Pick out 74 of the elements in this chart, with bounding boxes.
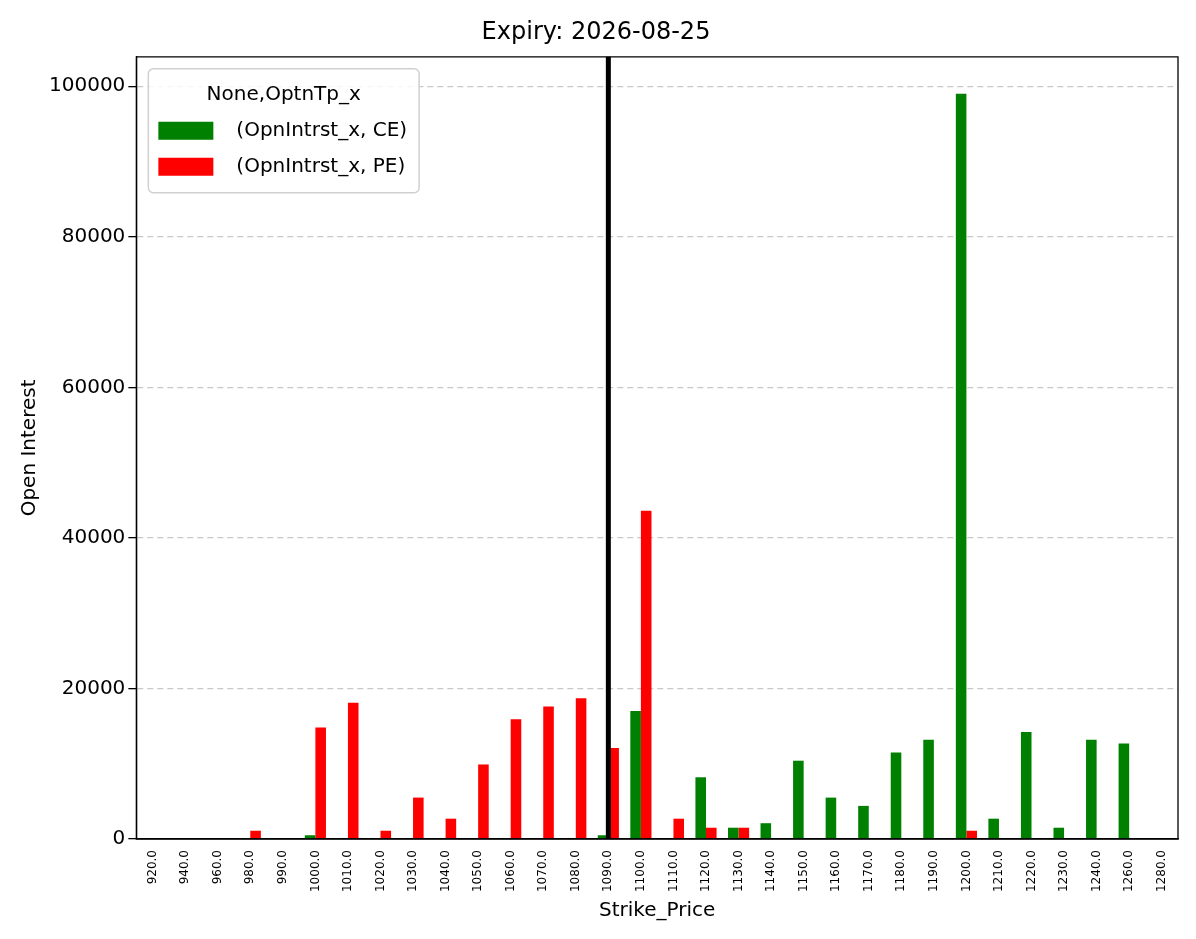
bar — [966, 830, 977, 839]
bar — [793, 760, 804, 839]
bar — [315, 727, 326, 839]
x-tick-label: 1060.0 — [502, 850, 517, 893]
legend-label: (OpnIntrst_x, CE) — [236, 117, 408, 141]
bar — [1086, 739, 1097, 839]
y-tick-label: 20000 — [61, 674, 126, 699]
bar — [695, 777, 706, 839]
x-tick-label: 1030.0 — [405, 850, 420, 893]
x-tick-label: 1110.0 — [665, 850, 680, 893]
bar — [1053, 827, 1065, 839]
bar — [727, 827, 739, 839]
x-tick-label: 980.0 — [242, 850, 257, 885]
x-tick-label: 1190.0 — [925, 850, 940, 893]
x-tick-label: 1090.0 — [600, 850, 615, 893]
bar — [304, 835, 316, 839]
legend-label: (OpnIntrst_x, PE) — [236, 153, 406, 177]
x-tick-label: 960.0 — [209, 850, 224, 885]
bar — [1020, 732, 1032, 839]
x-tick-label: 1180.0 — [893, 850, 908, 893]
bar — [673, 818, 685, 839]
y-tick-label: 60000 — [61, 373, 126, 398]
x-tick-label: 1220.0 — [1023, 850, 1038, 893]
bar — [760, 823, 772, 839]
bar — [706, 827, 717, 839]
bar — [825, 797, 837, 839]
x-tick-label: 1260.0 — [1121, 850, 1136, 893]
x-tick-label: 1150.0 — [795, 850, 810, 893]
bar — [988, 818, 999, 839]
bar — [445, 818, 457, 839]
bar — [478, 764, 489, 839]
x-tick-label: 1240.0 — [1088, 850, 1103, 893]
y-tick-label: 0 — [112, 825, 126, 850]
bar — [630, 711, 641, 839]
x-tick-label: 1210.0 — [991, 850, 1006, 893]
bar — [575, 698, 587, 839]
x-tick-label: 1050.0 — [470, 850, 485, 893]
x-tick-label: 1160.0 — [828, 850, 843, 893]
x-axis-title: Strike_Price — [599, 897, 716, 922]
x-tick-label: 990.0 — [274, 850, 289, 885]
bar — [955, 93, 967, 839]
bar — [640, 510, 652, 839]
y-tick-label: 40000 — [61, 524, 126, 549]
bar — [923, 739, 934, 839]
x-tick-label: 1200.0 — [958, 850, 973, 893]
x-tick-label: 1020.0 — [372, 850, 387, 893]
x-tick-label: 1080.0 — [567, 850, 582, 893]
x-tick-label: 920.0 — [144, 850, 159, 885]
x-tick-label: 1040.0 — [437, 850, 452, 893]
x-tick-label: 1120.0 — [698, 850, 713, 893]
x-tick-label: 1140.0 — [763, 850, 778, 893]
y-tick-label: 100000 — [48, 72, 126, 97]
bar — [858, 805, 869, 839]
x-tick-label: 1100.0 — [633, 850, 648, 893]
x-tick-label: 1010.0 — [340, 850, 355, 893]
bar — [543, 706, 554, 839]
legend-title: None,OptnTp_x — [206, 81, 362, 105]
x-tick-label: 1070.0 — [535, 850, 550, 893]
x-tick-label: 1170.0 — [860, 850, 875, 893]
y-tick-label: 80000 — [61, 222, 126, 247]
chart-title: Expiry: 2026-08-25 — [481, 16, 711, 45]
bar — [1118, 743, 1130, 839]
x-tick-label: 940.0 — [177, 850, 192, 885]
y-axis-title: Open Interest — [16, 379, 41, 517]
bar — [250, 830, 261, 839]
x-tick-label: 1000.0 — [307, 850, 322, 893]
x-tick-label: 1280.0 — [1153, 850, 1168, 893]
bar — [347, 702, 359, 839]
x-tick-label: 1230.0 — [1056, 850, 1071, 893]
bar — [510, 719, 522, 839]
bar — [380, 830, 392, 839]
x-tick-label: 1130.0 — [730, 850, 745, 893]
bar — [413, 797, 424, 839]
bar — [890, 752, 902, 839]
